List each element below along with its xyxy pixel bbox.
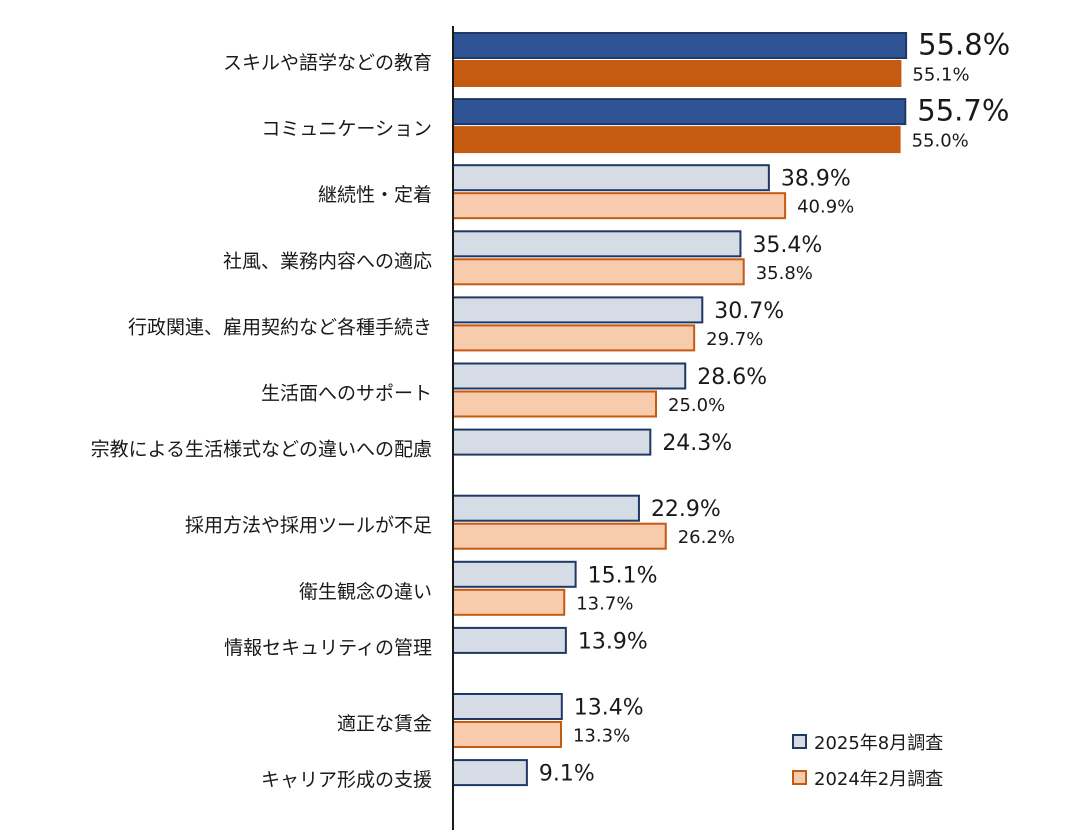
bar-2025 — [452, 230, 742, 258]
data-label-2024: 25.0% — [668, 395, 725, 416]
category-label: 情報セキュリティの管理 — [224, 637, 432, 659]
data-label-2025: 13.9% — [578, 629, 648, 654]
data-label-2024: 40.9% — [797, 197, 854, 218]
legend-label-2024: 2024年2月調査 — [814, 769, 943, 790]
data-label-2025: 30.7% — [714, 299, 784, 324]
data-label-2025: 28.6% — [697, 365, 767, 390]
legend-swatch-2025 — [792, 734, 807, 749]
category-label: 社風、業務内容への適応 — [223, 250, 432, 272]
data-label-2024: 29.7% — [706, 329, 763, 350]
data-label-2024: 55.0% — [912, 131, 969, 152]
data-label-2024: 13.3% — [573, 726, 630, 747]
bar-2025 — [452, 296, 704, 324]
data-label-2025: 55.7% — [917, 94, 1009, 128]
bar-2024 — [452, 192, 787, 220]
data-label-2024: 55.1% — [912, 65, 969, 86]
data-label-2025: 13.4% — [574, 696, 644, 721]
bar-2024 — [452, 60, 902, 87]
bar-2025 — [452, 759, 528, 787]
category-label: コミュニケーション — [261, 118, 432, 140]
data-label-2025: 22.9% — [651, 497, 721, 522]
bar-2025 — [452, 494, 640, 522]
bar-2025 — [452, 626, 567, 654]
category-label: 宗教による生活様式などの違いへの配慮 — [91, 439, 432, 461]
bar-2025 — [452, 693, 563, 720]
bar-2024 — [452, 258, 745, 286]
bar-2024 — [452, 522, 667, 550]
data-label-2025: 55.8% — [918, 28, 1010, 62]
bar-2025 — [452, 560, 577, 588]
data-label-2025: 35.4% — [752, 233, 822, 258]
category-label: 行政関連、雇用契約など各種手続き — [128, 316, 432, 338]
data-label-2025: 9.1% — [539, 762, 595, 787]
data-label-2025: 15.1% — [588, 563, 658, 588]
category-label: 適正な賃金 — [337, 713, 432, 735]
bar-2024 — [452, 324, 696, 352]
bar-2025 — [452, 32, 908, 59]
data-label-2024: 35.8% — [756, 263, 813, 284]
category-label: 継続性・定着 — [318, 184, 432, 206]
legend-label-2025: 2025年8月調査 — [814, 733, 943, 754]
category-label: 採用方法や採用ツールが不足 — [185, 515, 432, 537]
data-label-2024: 13.7% — [576, 593, 633, 614]
bar-2025 — [452, 362, 687, 390]
category-label: 生活面へのサポート — [261, 383, 432, 405]
data-label-2025: 24.3% — [662, 431, 732, 456]
category-label: スキルや語学などの教育 — [223, 52, 432, 74]
bar-2025 — [452, 164, 770, 192]
bar-2024 — [452, 721, 562, 748]
bar-2025 — [452, 428, 652, 456]
bar-2024 — [452, 126, 901, 154]
data-label-2025: 38.9% — [781, 167, 851, 192]
legend-swatch-2024 — [792, 770, 807, 785]
bar-2025 — [452, 98, 907, 126]
bar-2024 — [452, 390, 657, 418]
category-label: 衛生観念の違い — [299, 580, 432, 603]
data-label-2024: 26.2% — [678, 527, 735, 548]
bar-2024 — [452, 588, 566, 616]
category-label: キャリア形成の支援 — [261, 769, 432, 791]
